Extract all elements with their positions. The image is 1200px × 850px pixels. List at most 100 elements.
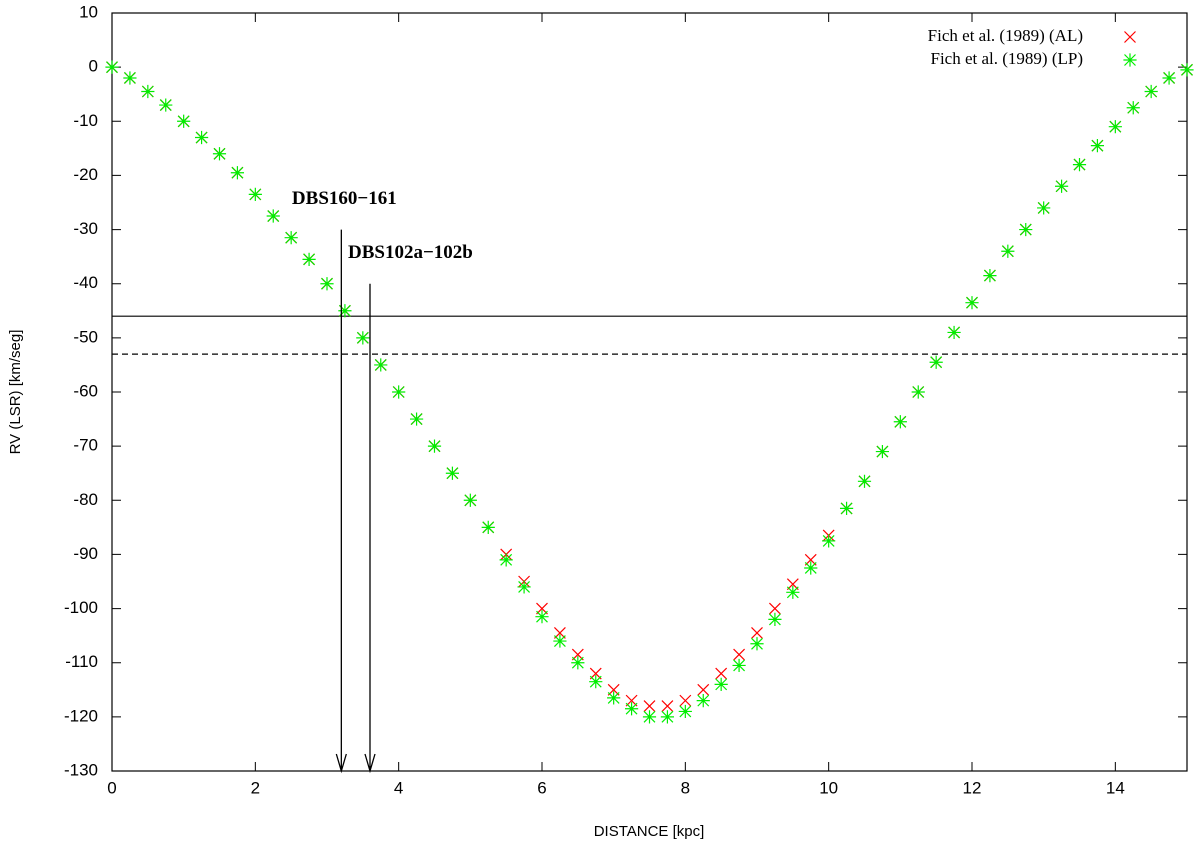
marker (159, 98, 173, 112)
marker (732, 658, 746, 673)
y-tick-label: -60 (73, 381, 98, 400)
marker (1090, 139, 1105, 153)
annotation-arrow (335, 229, 347, 774)
marker (679, 694, 692, 707)
marker (463, 493, 477, 507)
y-tick-label: -90 (73, 544, 98, 563)
x-tick-label: 10 (819, 778, 838, 797)
marker (696, 694, 710, 708)
marker (1019, 222, 1033, 237)
marker (661, 700, 674, 712)
marker (445, 466, 460, 480)
marker (965, 296, 979, 310)
marker (804, 561, 818, 575)
y-tick-label: -130 (64, 760, 98, 779)
marker (714, 677, 728, 691)
x-tick-label: 2 (251, 778, 260, 797)
marker (875, 444, 890, 459)
marker (248, 187, 262, 201)
x-tick-label: 8 (681, 778, 690, 797)
marker (643, 700, 656, 712)
marker (983, 268, 997, 283)
marker (768, 602, 781, 615)
marker (768, 612, 782, 626)
x-axis-label: DISTANCE [kpc] (594, 823, 705, 840)
x-tick-label: 12 (963, 778, 982, 797)
annotation-arrow (364, 283, 376, 774)
y-tick-label: -40 (73, 273, 98, 292)
marker (1001, 244, 1015, 258)
marker (642, 710, 657, 724)
marker (517, 580, 531, 594)
y-tick-label: -20 (73, 165, 98, 184)
y-tick-label: -10 (73, 111, 98, 130)
x-tick-label: 14 (1106, 778, 1125, 797)
marker (1126, 101, 1140, 115)
y-tick-label: -100 (64, 598, 98, 617)
y-tick-label: -110 (65, 652, 98, 671)
y-tick-label: -80 (73, 490, 98, 509)
marker (911, 385, 925, 399)
y-tick-label: -70 (73, 436, 98, 455)
marker (624, 702, 639, 716)
marker (1037, 201, 1051, 215)
marker (660, 710, 675, 724)
y-tick-label: 10 (79, 2, 98, 21)
annotation-label: DBS102a−102b (348, 242, 473, 263)
marker (302, 252, 316, 266)
legend-marker (1124, 31, 1136, 43)
marker (230, 166, 245, 180)
legend-label: Fich et al. (1989) (LP) (931, 49, 1084, 68)
marker (141, 84, 155, 99)
y-tick-label: -50 (73, 327, 98, 346)
marker (177, 114, 191, 128)
marker (284, 231, 298, 245)
marker (822, 534, 836, 548)
marker (1144, 84, 1158, 99)
marker (733, 648, 746, 661)
marker (320, 277, 334, 291)
marker (374, 358, 388, 372)
marker (750, 637, 764, 651)
marker (1180, 63, 1194, 77)
y-tick-label: -120 (64, 706, 98, 725)
marker (212, 147, 227, 161)
marker (338, 304, 352, 318)
legend-label: Fich et al. (1989) (AL) (928, 26, 1083, 45)
marker (123, 71, 137, 85)
marker (392, 385, 406, 399)
marker (499, 553, 513, 567)
x-tick-label: 4 (394, 778, 403, 797)
marker (607, 691, 621, 705)
marker (678, 704, 692, 719)
legend-marker (1123, 53, 1137, 67)
marker (194, 130, 209, 145)
marker (947, 325, 961, 340)
marker (857, 474, 872, 488)
marker (409, 412, 424, 426)
annotation-label: DBS160−161 (292, 188, 397, 209)
marker (105, 60, 119, 74)
marker (571, 656, 585, 670)
marker (535, 610, 549, 624)
y-axis-label: RV (LSR) [km/seg] (7, 330, 24, 455)
marker (589, 675, 603, 689)
plot-frame (111, 12, 1188, 772)
marker (715, 667, 728, 680)
marker (1108, 120, 1122, 134)
marker (751, 627, 763, 639)
marker (929, 355, 943, 369)
marker (427, 439, 442, 453)
marker (1162, 71, 1176, 85)
marker (553, 634, 567, 648)
x-tick-label: 0 (107, 778, 116, 797)
y-tick-label: -30 (73, 219, 98, 238)
marker (1072, 158, 1087, 172)
marker (697, 683, 710, 696)
x-tick-label: 6 (537, 778, 546, 797)
marker (356, 331, 370, 345)
marker (1054, 179, 1069, 193)
marker (266, 209, 280, 223)
marker (893, 415, 907, 429)
